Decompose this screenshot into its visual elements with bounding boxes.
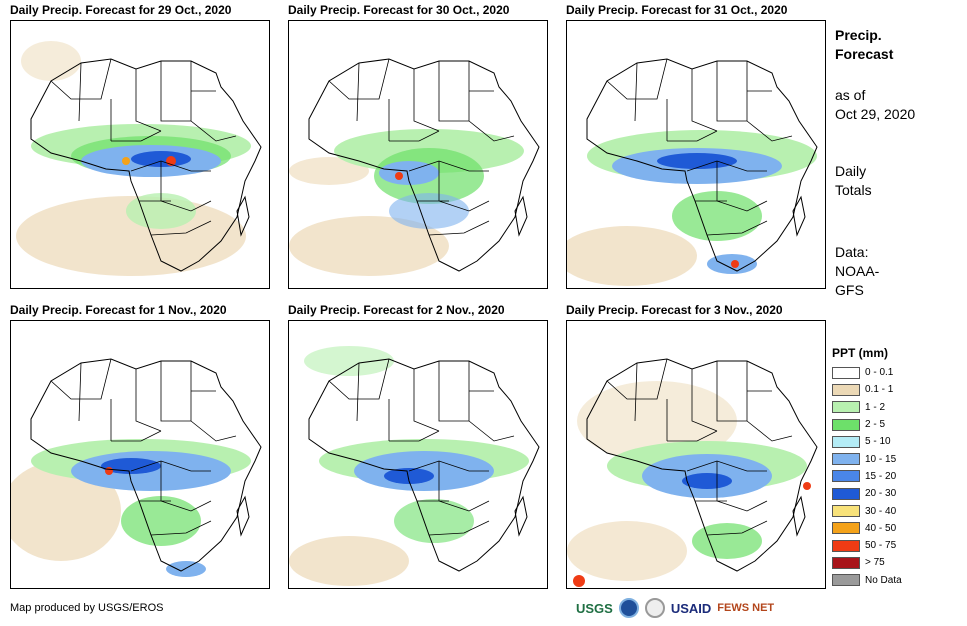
legend-item: 0 - 0.1 xyxy=(832,364,902,381)
legend-item: > 75 xyxy=(832,554,902,571)
precip-map xyxy=(10,320,270,589)
legend-label: 1 - 2 xyxy=(865,401,886,413)
precip-map xyxy=(288,320,548,589)
legend-swatch xyxy=(832,453,860,466)
legend-label: 40 - 50 xyxy=(865,522,897,534)
usgs-logo: USGS xyxy=(576,600,613,616)
legend-label: 0.1 - 1 xyxy=(865,384,894,396)
legend-item: 20 - 30 xyxy=(832,485,902,502)
sidebar-asof: as of Oct 29, 2020 xyxy=(835,87,916,122)
precip-map xyxy=(566,320,826,589)
legend-swatch xyxy=(832,366,860,379)
legend-swatch xyxy=(832,574,860,587)
legend-item: 50 - 75 xyxy=(832,537,902,554)
legend-swatch xyxy=(832,383,860,396)
forecast-panel-nov1: Daily Precip. Forecast for 1 Nov., 2020 xyxy=(10,303,276,593)
legend-swatch xyxy=(832,401,860,414)
legend-label: 10 - 15 xyxy=(865,453,897,465)
panel-title: Daily Precip. Forecast for 31 Oct., 2020 xyxy=(566,3,788,17)
legend-item: 0.1 - 1 xyxy=(832,381,902,398)
legend-swatch xyxy=(832,487,860,500)
legend-swatch xyxy=(832,556,860,569)
sidebar-title: Precip. Forecast xyxy=(835,27,894,62)
legend-item: 10 - 15 xyxy=(832,450,902,467)
legend-label: 15 - 20 xyxy=(865,470,897,482)
precip-map xyxy=(288,20,548,289)
legend-label: 2 - 5 xyxy=(865,419,886,431)
legend-label: No Data xyxy=(865,574,902,586)
legend-swatch xyxy=(832,418,860,431)
legend-item: 2 - 5 xyxy=(832,416,902,433)
forecast-panel-nov3: Daily Precip. Forecast for 3 Nov., 2020 xyxy=(566,303,832,593)
fews-net-logo: FEWS NET xyxy=(717,602,775,614)
legend-swatch xyxy=(832,470,860,483)
legend-item: 40 - 50 xyxy=(832,520,902,537)
panel-title: Daily Precip. Forecast for 1 Nov., 2020 xyxy=(10,303,227,317)
panel-title: Daily Precip. Forecast for 2 Nov., 2020 xyxy=(288,303,505,317)
legend-label: 30 - 40 xyxy=(865,505,897,517)
legend-item: 30 - 40 xyxy=(832,502,902,519)
legend-swatch xyxy=(832,522,860,535)
forecast-panel-nov2: Daily Precip. Forecast for 2 Nov., 2020 xyxy=(288,303,554,593)
legend-title: PPT (mm) xyxy=(832,346,889,360)
legend-item: No Data xyxy=(832,572,902,589)
precip-map xyxy=(10,20,270,289)
legend-label: 5 - 10 xyxy=(865,436,891,448)
sidebar-data-source: Data: NOAA- GFS xyxy=(835,244,880,298)
forecast-panel-oct29: Daily Precip. Forecast for 29 Oct., 2020 xyxy=(10,3,276,293)
usaid-logo: USAID xyxy=(670,600,712,616)
legend-swatch xyxy=(832,505,860,518)
panel-title: Daily Precip. Forecast for 30 Oct., 2020 xyxy=(288,3,510,17)
legend-label: 20 - 30 xyxy=(865,488,897,500)
precip-legend: PPT (mm) 0 - 0.1 0.1 - 1 1 - 2 2 - 5 5 - 10 1… xyxy=(832,346,902,589)
precip-map xyxy=(566,20,826,289)
legend-label: 50 - 75 xyxy=(865,540,897,552)
legend-swatch xyxy=(832,435,860,448)
sidebar-totals: Daily Totals xyxy=(835,163,872,198)
legend-item: 1 - 2 xyxy=(832,399,902,416)
forecast-panel-oct31: Daily Precip. Forecast for 31 Oct., 2020 xyxy=(566,3,832,293)
forecast-panel-oct30: Daily Precip. Forecast for 30 Oct., 2020 xyxy=(288,3,554,293)
legend-label: > 75 xyxy=(865,557,885,569)
agency-seal-logo xyxy=(644,598,665,618)
noaa-logo xyxy=(618,598,639,618)
panel-title: Daily Precip. Forecast for 3 Nov., 2020 xyxy=(566,303,783,317)
legend-label: 0 - 0.1 xyxy=(865,367,894,379)
legend-swatch xyxy=(832,539,860,552)
legend-item: 5 - 10 xyxy=(832,433,902,450)
logo-strip: USGS USAID FEWS NET xyxy=(576,596,826,620)
map-credit: Map produced by USGS/EROS xyxy=(10,602,164,614)
panel-title: Daily Precip. Forecast for 29 Oct., 2020 xyxy=(10,3,232,17)
legend-item: 15 - 20 xyxy=(832,468,902,485)
